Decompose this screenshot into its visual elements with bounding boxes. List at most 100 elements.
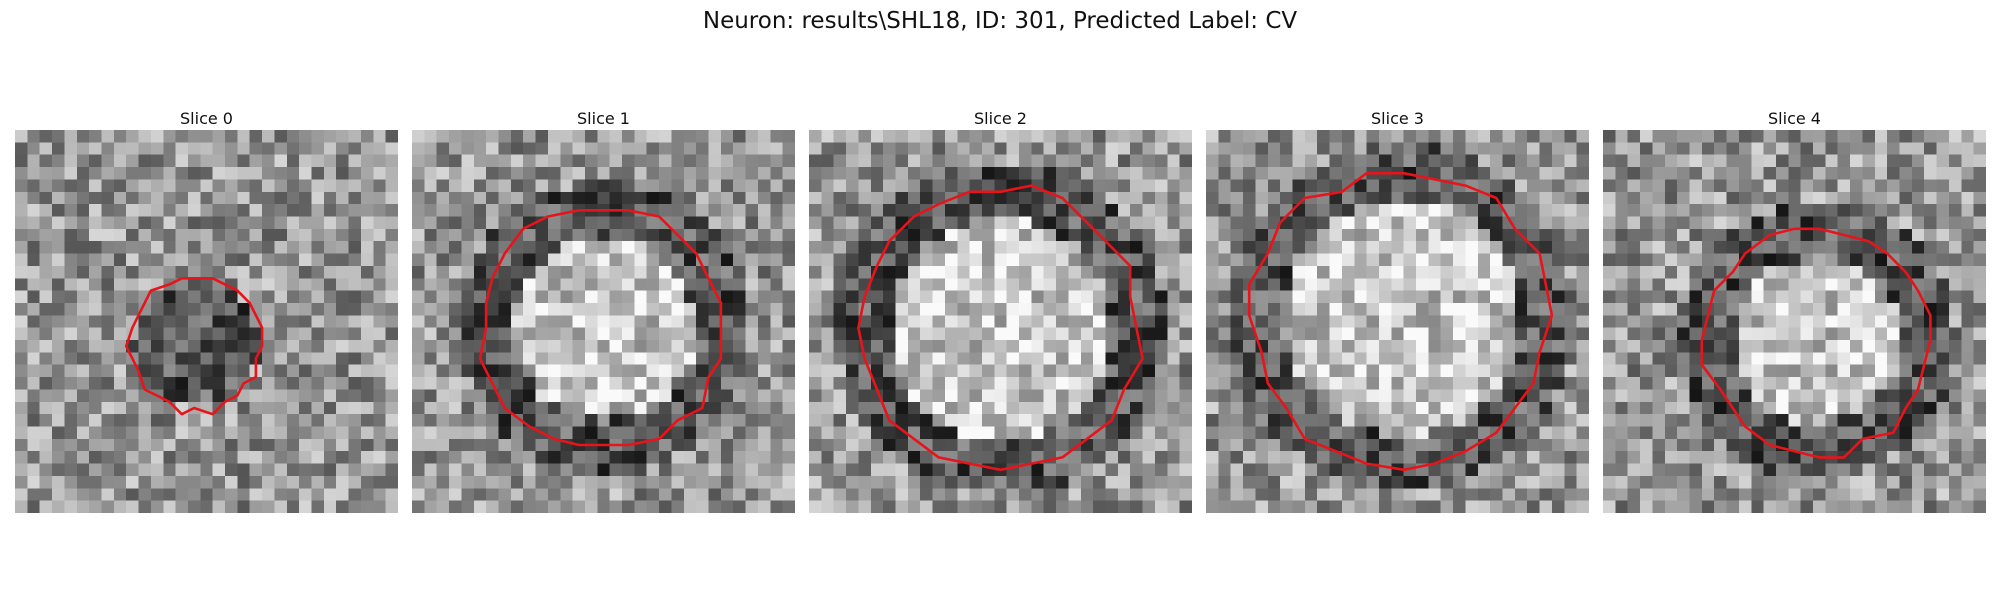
image-pixel <box>1763 278 1777 292</box>
image-pixel <box>1292 401 1306 415</box>
image-pixel <box>187 475 201 489</box>
image-pixel <box>833 451 847 465</box>
image-pixel <box>560 389 574 403</box>
image-pixel <box>1280 265 1294 279</box>
image-pixel <box>1267 204 1281 218</box>
image-pixel <box>486 253 500 267</box>
image-pixel <box>957 130 971 143</box>
image-pixel <box>1701 340 1715 353</box>
image-pixel <box>1788 216 1802 230</box>
image-pixel <box>920 426 934 440</box>
image-pixel <box>360 389 374 403</box>
image-pixel <box>1280 488 1294 502</box>
image-pixel <box>187 451 201 465</box>
image-pixel <box>981 327 995 341</box>
image-pixel <box>412 191 425 205</box>
image-pixel <box>473 204 487 218</box>
image-pixel <box>15 401 28 415</box>
image-pixel <box>1714 426 1728 440</box>
image-pixel <box>646 364 660 378</box>
image-pixel <box>1961 327 1975 341</box>
image-pixel <box>126 154 140 168</box>
image-pixel <box>323 142 337 156</box>
image-pixel <box>1341 327 1355 341</box>
image-pixel <box>39 302 53 316</box>
image-pixel <box>1130 463 1144 477</box>
image-pixel <box>1341 191 1355 205</box>
image-pixel <box>1948 438 1962 452</box>
image-pixel <box>1304 167 1318 181</box>
image-pixel <box>1948 278 1962 292</box>
image-pixel <box>1218 167 1232 181</box>
image-pixel <box>708 130 722 143</box>
image-pixel <box>1539 167 1553 181</box>
image-pixel <box>821 463 835 477</box>
image-pixel <box>1093 290 1107 304</box>
image-pixel <box>969 352 983 366</box>
image-pixel <box>969 475 983 489</box>
image-pixel <box>373 340 387 353</box>
image-pixel <box>1403 352 1417 366</box>
image-pixel <box>907 488 921 502</box>
image-pixel <box>584 451 598 465</box>
image-pixel <box>523 290 537 304</box>
image-pixel <box>360 167 374 181</box>
image-pixel <box>1317 154 1331 168</box>
image-pixel <box>1837 401 1851 415</box>
image-pixel <box>385 302 398 316</box>
image-pixel <box>720 253 734 267</box>
image-pixel <box>1813 377 1826 391</box>
image-pixel <box>323 290 337 304</box>
image-pixel <box>858 142 872 156</box>
image-pixel <box>1514 488 1528 502</box>
image-pixel <box>683 488 697 502</box>
image-pixel <box>1961 265 1975 279</box>
image-pixel <box>1280 253 1294 267</box>
image-pixel <box>720 414 734 428</box>
image-pixel <box>323 327 337 341</box>
image-pixel <box>683 154 697 168</box>
image-pixel <box>523 401 537 415</box>
image-pixel <box>547 475 561 489</box>
image-pixel <box>15 414 28 428</box>
image-pixel <box>1006 228 1020 242</box>
image-pixel <box>1341 364 1355 378</box>
image-pixel <box>1862 167 1876 181</box>
image-pixel <box>436 488 450 502</box>
image-pixel <box>150 438 164 452</box>
image-pixel <box>745 302 759 316</box>
image-pixel <box>572 253 586 267</box>
image-pixel <box>348 327 362 341</box>
image-pixel <box>1640 130 1654 143</box>
image-pixel <box>659 463 673 477</box>
image-pixel <box>1948 414 1962 428</box>
image-pixel <box>187 142 201 156</box>
image-pixel <box>523 191 537 205</box>
image-pixel <box>745 451 759 465</box>
image-pixel <box>64 204 78 218</box>
image-pixel <box>1924 377 1938 391</box>
image-pixel <box>412 130 425 143</box>
image-pixel <box>1862 500 1876 513</box>
image-pixel <box>1477 130 1491 143</box>
image-pixel <box>1961 426 1975 440</box>
image-pixel <box>262 414 276 428</box>
image-pixel <box>745 389 759 403</box>
image-pixel <box>883 216 897 230</box>
image-pixel <box>200 142 214 156</box>
image-pixel <box>932 401 946 415</box>
image-pixel <box>572 278 586 292</box>
image-pixel <box>547 278 561 292</box>
image-pixel <box>150 302 164 316</box>
image-pixel <box>957 463 971 477</box>
image-pixel <box>449 463 463 477</box>
image-pixel <box>1775 426 1789 440</box>
image-pixel <box>1539 154 1553 168</box>
image-pixel <box>597 451 611 465</box>
image-pixel <box>212 352 226 366</box>
image-pixel <box>1341 426 1355 440</box>
image-pixel <box>412 463 425 477</box>
image-pixel <box>1664 216 1678 230</box>
image-pixel <box>225 426 238 440</box>
image-pixel <box>1652 253 1666 267</box>
